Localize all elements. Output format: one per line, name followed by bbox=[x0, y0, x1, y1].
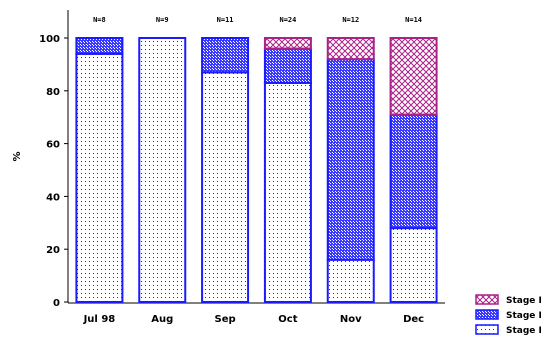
bar-segment-1-jul-98 bbox=[75, 52, 124, 304]
labels: Jul 98 N=8 Aug N=9 Sep N=11 Oct N=24 Nov N=12 Dec N… bbox=[83, 16, 425, 325]
bars bbox=[75, 37, 438, 304]
y-axis-label: % bbox=[12, 151, 23, 161]
y-tick-label: 100 bbox=[39, 34, 60, 45]
legend-label: Stage I bbox=[506, 311, 542, 321]
legend: Stage I Stage I Stage I bbox=[475, 294, 542, 336]
x-tick-label: Dec bbox=[403, 314, 424, 325]
n-count-label: N=11 bbox=[217, 16, 234, 24]
n-count-label: N=8 bbox=[93, 16, 106, 24]
bar-segment-3-dec bbox=[389, 37, 438, 116]
bar-segment-2-oct bbox=[263, 47, 312, 84]
x-tick-label: Aug bbox=[151, 314, 173, 325]
y-tick-label: 60 bbox=[46, 140, 60, 151]
legend-swatch bbox=[475, 324, 499, 335]
bar-segment-1-oct bbox=[263, 81, 312, 303]
n-count-label: N=12 bbox=[342, 16, 359, 24]
bar-segment-3-nov bbox=[326, 37, 375, 61]
y-tick-label: 20 bbox=[46, 245, 60, 256]
y-tick-label: 0 bbox=[53, 298, 60, 309]
x-tick-label: Sep bbox=[215, 314, 236, 325]
bar-segment-1-sep bbox=[201, 71, 250, 303]
legend-label: Stage I bbox=[506, 326, 542, 336]
y-tick-label: 40 bbox=[46, 192, 60, 203]
bar-segment-2-dec bbox=[389, 113, 438, 230]
bar-segment-2-jul-98 bbox=[75, 37, 124, 55]
bar-segment-1-aug bbox=[138, 37, 187, 303]
bar-segment-3-oct bbox=[263, 37, 312, 50]
x-tick-label: Oct bbox=[278, 314, 297, 325]
n-count-label: N=9 bbox=[156, 16, 169, 24]
n-count-label: N=24 bbox=[279, 16, 296, 24]
axes: 0 20 40 60 80 100% bbox=[12, 10, 445, 309]
x-tick-label: Nov bbox=[340, 314, 362, 325]
bar-segment-2-nov bbox=[326, 58, 375, 261]
bar-segment-1-nov bbox=[326, 258, 375, 304]
y-tick-label: 80 bbox=[46, 87, 60, 98]
n-count-label: N=14 bbox=[405, 16, 422, 24]
bar-segment-2-sep bbox=[201, 37, 250, 74]
x-tick-label: Jul 98 bbox=[83, 314, 116, 325]
legend-swatch bbox=[475, 294, 499, 305]
legend-swatch bbox=[475, 309, 499, 320]
legend-label: Stage I bbox=[506, 296, 542, 306]
bar-segment-1-dec bbox=[389, 227, 438, 303]
